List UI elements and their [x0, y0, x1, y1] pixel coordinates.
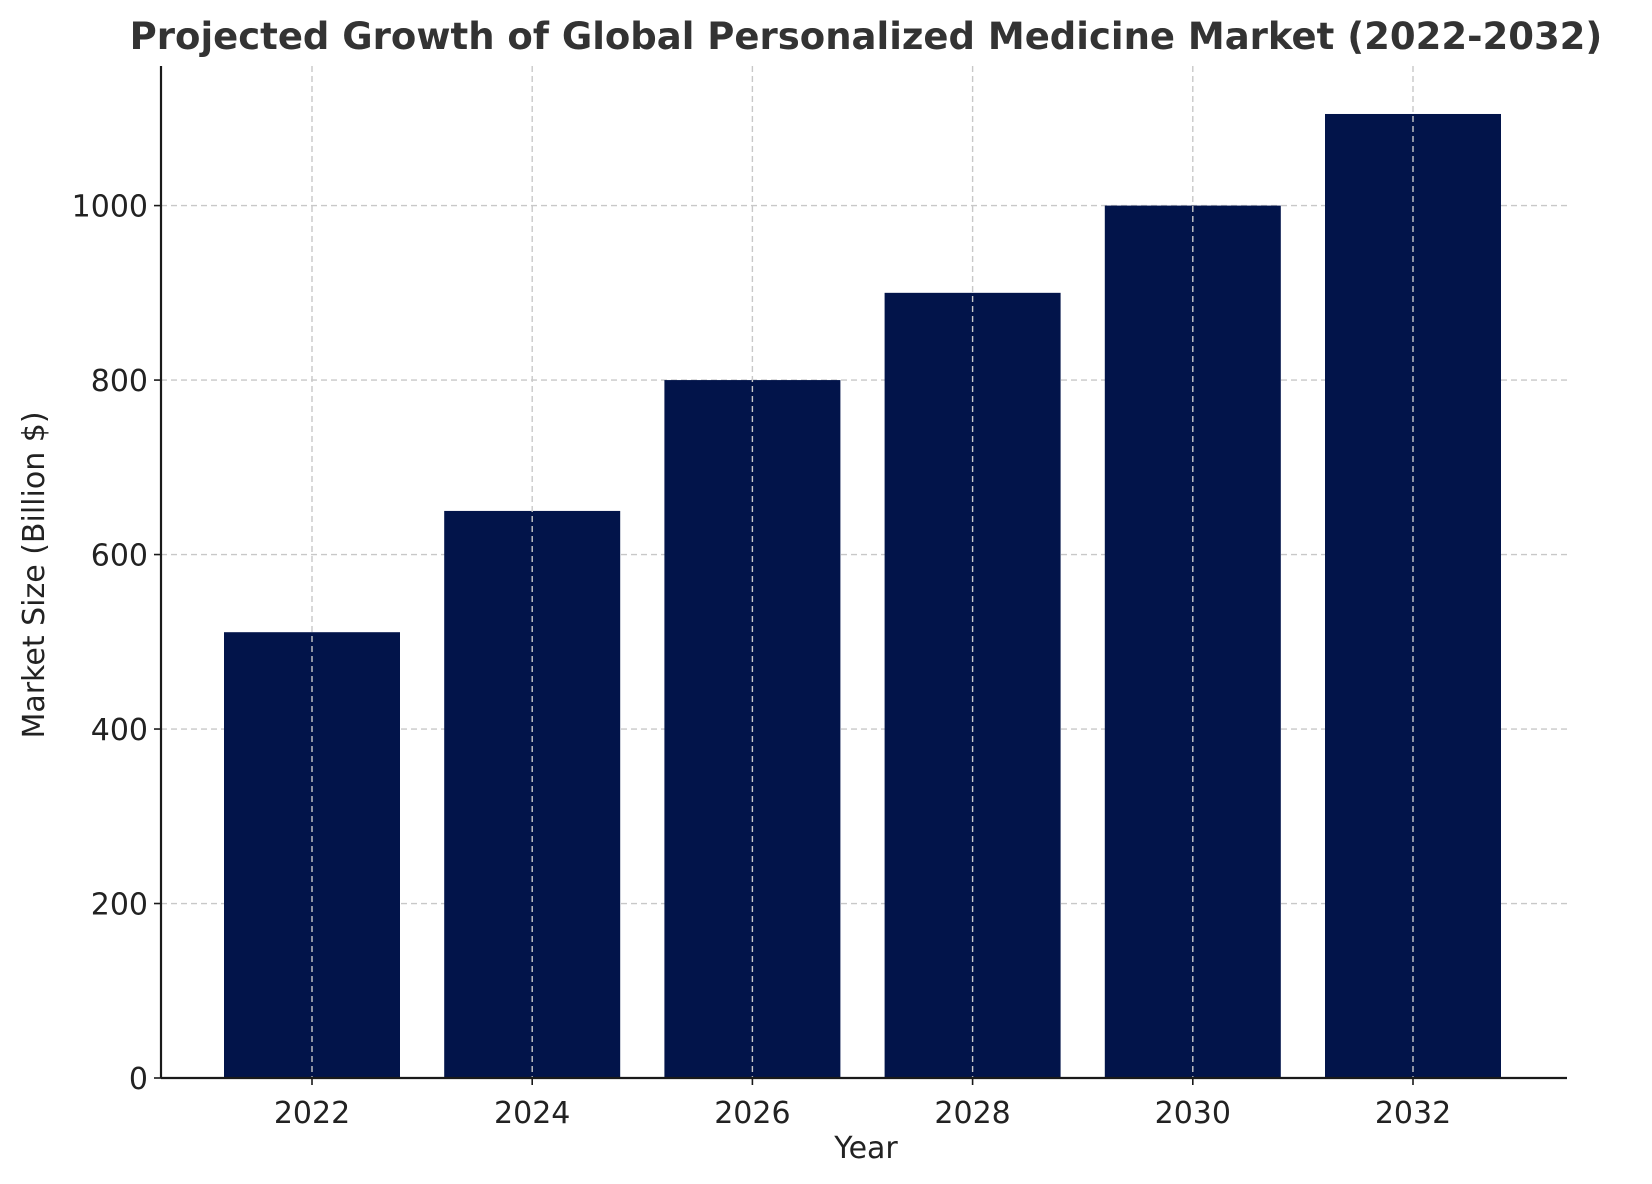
- bars: [224, 113, 1501, 1079]
- y-tick-label: 1000: [72, 190, 148, 225]
- y-axis-label: Market Size (Billion $): [17, 411, 52, 738]
- x-tick-label: 2030: [1155, 1096, 1231, 1131]
- y-tick-label: 600: [91, 539, 148, 574]
- y-tick-label: 400: [91, 713, 148, 748]
- x-tick-labels: 2022 2024 2026 2028 2030 2032: [274, 1096, 1451, 1131]
- chart-title: Projected Growth of Global Personalized …: [130, 15, 1603, 58]
- y-tick-label: 0: [129, 1062, 148, 1097]
- y-tick-label: 200: [91, 888, 148, 923]
- bar: [444, 510, 621, 1078]
- x-tick-label: 2022: [274, 1096, 350, 1131]
- y-tick-label: 800: [91, 364, 148, 399]
- x-tick-label: 2026: [714, 1096, 790, 1131]
- x-tick-label: 2032: [1375, 1096, 1451, 1131]
- x-tick-label: 2024: [494, 1096, 570, 1131]
- axes: [154, 66, 1567, 1085]
- x-axis-label: Year: [833, 1131, 898, 1166]
- y-tick-labels: 0 200 400 600 800 1000: [72, 190, 148, 1097]
- vertical-grid-lines: [311, 66, 1414, 1078]
- x-tick-label: 2028: [934, 1096, 1010, 1131]
